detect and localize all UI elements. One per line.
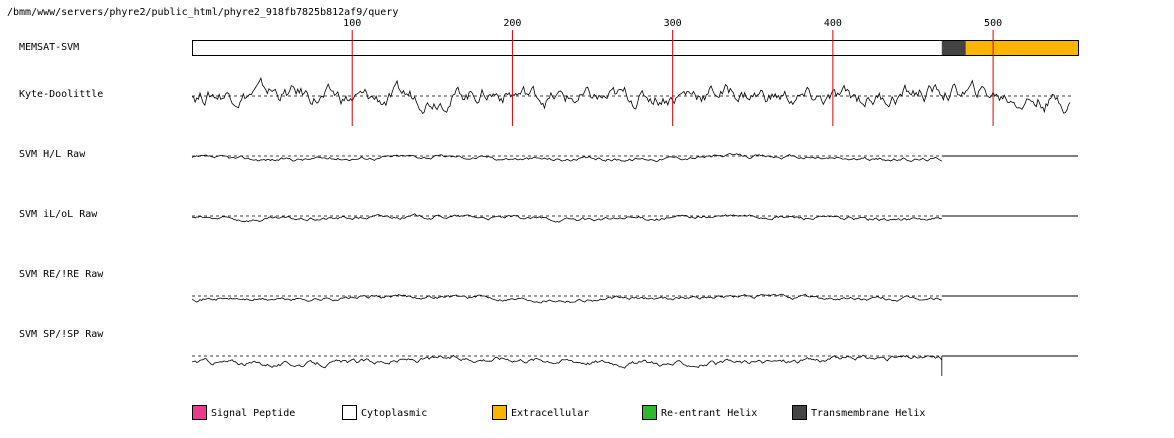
legend-swatch-0 bbox=[192, 405, 207, 420]
track-label-1: SVM H/L Raw bbox=[19, 149, 86, 160]
legend-label-0: Signal Peptide bbox=[211, 408, 295, 419]
track-line-2 bbox=[191, 213, 942, 223]
legend-label-1: Cytoplasmic bbox=[361, 408, 427, 419]
track-line-1 bbox=[191, 153, 942, 163]
memsat-bar-outline bbox=[192, 40, 1079, 56]
track-line-3 bbox=[191, 293, 942, 304]
track-line-4 bbox=[191, 354, 943, 369]
track-label-0: Kyte-Doolittle bbox=[19, 89, 103, 100]
track-label-2: SVM iL/oL Raw bbox=[19, 209, 98, 220]
file-path-label: /bmm/www/servers/phyre2/public_html/phyr… bbox=[7, 7, 398, 18]
memsat-segment-0 bbox=[192, 40, 942, 55]
memsat-segment-1 bbox=[941, 40, 966, 55]
tick-label-1: 200 bbox=[503, 18, 521, 29]
legend-swatch-3 bbox=[642, 405, 657, 420]
legend-label-2: Extracellular bbox=[511, 408, 589, 419]
tick-label-3: 400 bbox=[824, 18, 842, 29]
tick-label-0: 100 bbox=[343, 18, 361, 29]
legend-swatch-1 bbox=[342, 405, 357, 420]
legend-swatch-4 bbox=[792, 405, 807, 420]
legend-swatch-2 bbox=[492, 405, 507, 420]
track-line-0 bbox=[191, 76, 1071, 115]
track-label-3: SVM RE/!RE Raw bbox=[19, 269, 104, 280]
legend-label-4: Transmembrane Helix bbox=[811, 408, 925, 419]
memsat-track-label: MEMSAT-SVM bbox=[19, 42, 79, 53]
tick-label-4: 500 bbox=[984, 18, 1002, 29]
tick-label-2: 300 bbox=[664, 18, 682, 29]
legend-label-3: Re-entrant Helix bbox=[661, 408, 757, 419]
track-label-4: SVM SP/!SP Raw bbox=[19, 329, 104, 340]
memsat-segment-2 bbox=[965, 40, 1078, 55]
